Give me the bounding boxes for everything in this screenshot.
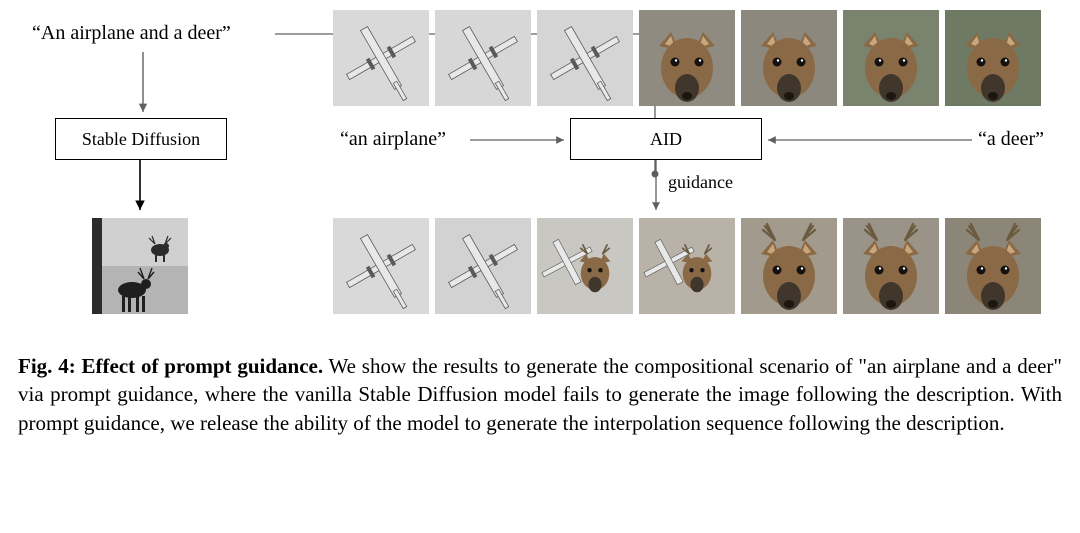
figure-diagram: “An airplane and a deer” Stable Diffusio… — [0, 0, 1080, 340]
sd-output-image — [92, 218, 188, 314]
prompt-composite-label: “An airplane and a deer” — [32, 22, 231, 45]
guidance-label: guidance — [668, 172, 733, 193]
top-thumb-4 — [741, 10, 837, 106]
prompt-right-text: “a deer” — [978, 128, 1044, 150]
prompt-left-label: “an airplane” — [340, 128, 446, 151]
figure-caption: Fig. 4: Effect of prompt guidance. We sh… — [18, 352, 1062, 437]
stable-diffusion-box: Stable Diffusion — [55, 118, 227, 160]
bottom-thumb-4 — [741, 218, 837, 314]
top-thumb-5 — [843, 10, 939, 106]
image-strip-bottom — [333, 218, 1041, 314]
prompt-right-label: “a deer” — [978, 128, 1044, 151]
bottom-thumb-6 — [945, 218, 1041, 314]
caption-lead: Fig. 4: Effect of prompt guidance. — [18, 354, 323, 378]
arrow-prompt-to-sd — [138, 52, 148, 118]
image-strip-top — [333, 10, 1041, 106]
arrow-right-to-aid — [762, 134, 972, 146]
arrow-aid-to-bottom — [650, 160, 662, 216]
aid-box: AID — [570, 118, 762, 160]
top-thumb-3 — [639, 10, 735, 106]
figure-page: “An airplane and a deer” Stable Diffusio… — [0, 0, 1080, 533]
top-thumb-1 — [435, 10, 531, 106]
bottom-thumb-5 — [843, 218, 939, 314]
prompt-composite-text: “An airplane and a deer” — [32, 22, 231, 44]
bottom-thumb-2 — [537, 218, 633, 314]
bottom-thumb-0 — [333, 218, 429, 314]
prompt-left-text: “an airplane” — [340, 128, 446, 150]
top-thumb-6 — [945, 10, 1041, 106]
top-thumb-0 — [333, 10, 429, 106]
arrow-left-to-aid — [470, 134, 570, 146]
arrow-sd-to-output — [134, 160, 146, 216]
guidance-text: guidance — [668, 172, 733, 192]
bottom-thumb-1 — [435, 218, 531, 314]
aid-label: AID — [650, 129, 682, 150]
stable-diffusion-label: Stable Diffusion — [82, 129, 200, 150]
top-thumb-2 — [537, 10, 633, 106]
bottom-thumb-3 — [639, 218, 735, 314]
